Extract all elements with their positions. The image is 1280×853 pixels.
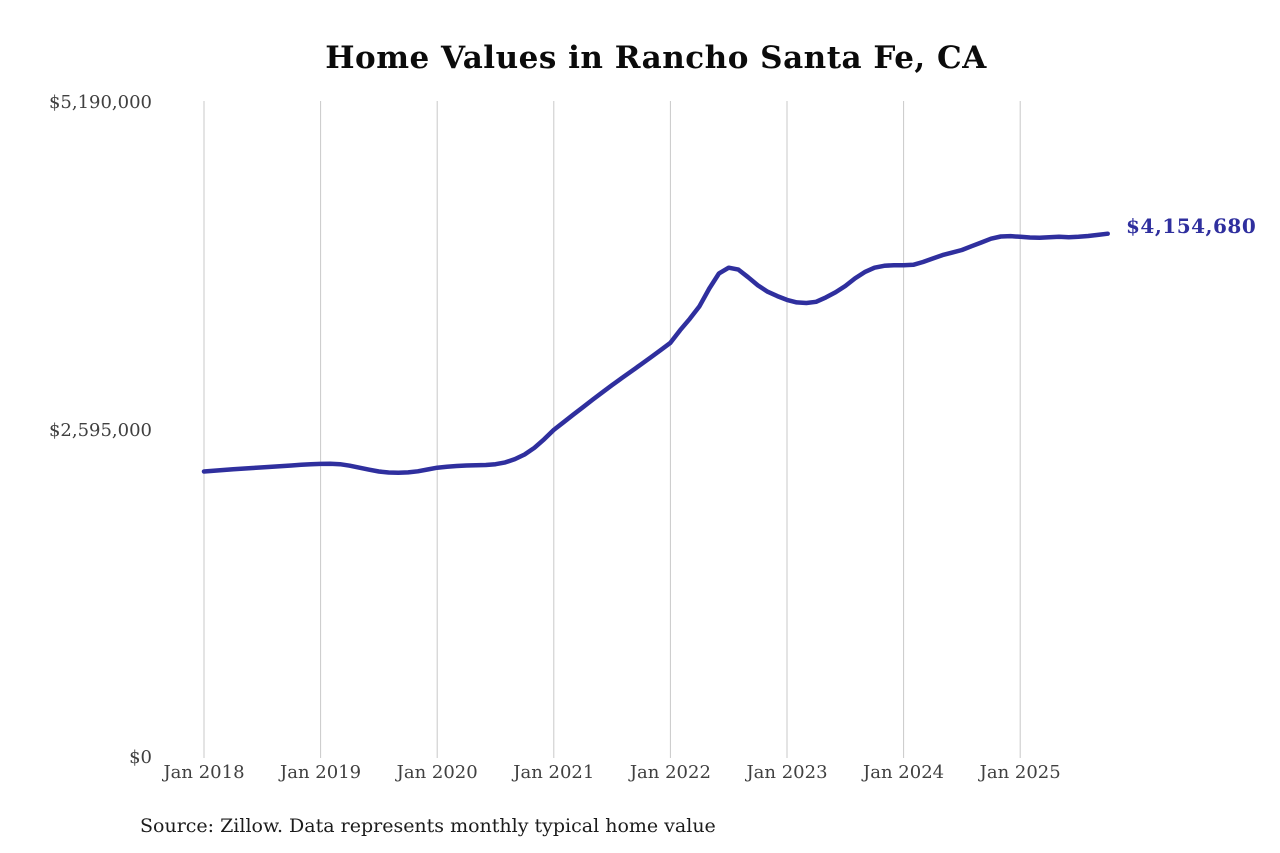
x-tick-jan-2021: Jan 2021 — [513, 762, 595, 783]
y-tick-5190000: $5,190,000 — [48, 92, 152, 113]
x-tick-jan-2020: Jan 2020 — [396, 762, 478, 783]
gridlines — [203, 101, 1021, 758]
x-tick-jan-2018: Jan 2018 — [163, 762, 245, 783]
home-value-line — [201, 231, 1110, 476]
source-note: Source: Zillow. Data represents monthly … — [140, 815, 716, 837]
chart-title: Home Values in Rancho Santa Fe, CA — [325, 40, 987, 76]
x-tick-jan-2025: Jan 2025 — [979, 762, 1061, 783]
y-tick-2595000: $2,595,000 — [48, 419, 152, 441]
x-tick-jan-2022: Jan 2022 — [629, 762, 711, 783]
x-tick-jan-2023: Jan 2023 — [746, 762, 828, 783]
y-tick-0: $0 — [129, 747, 152, 768]
x-tick-jan-2024: Jan 2024 — [863, 762, 945, 783]
latest-value-label: $4,154,680 — [1126, 214, 1257, 238]
x-tick-jan-2019: Jan 2019 — [280, 762, 362, 783]
